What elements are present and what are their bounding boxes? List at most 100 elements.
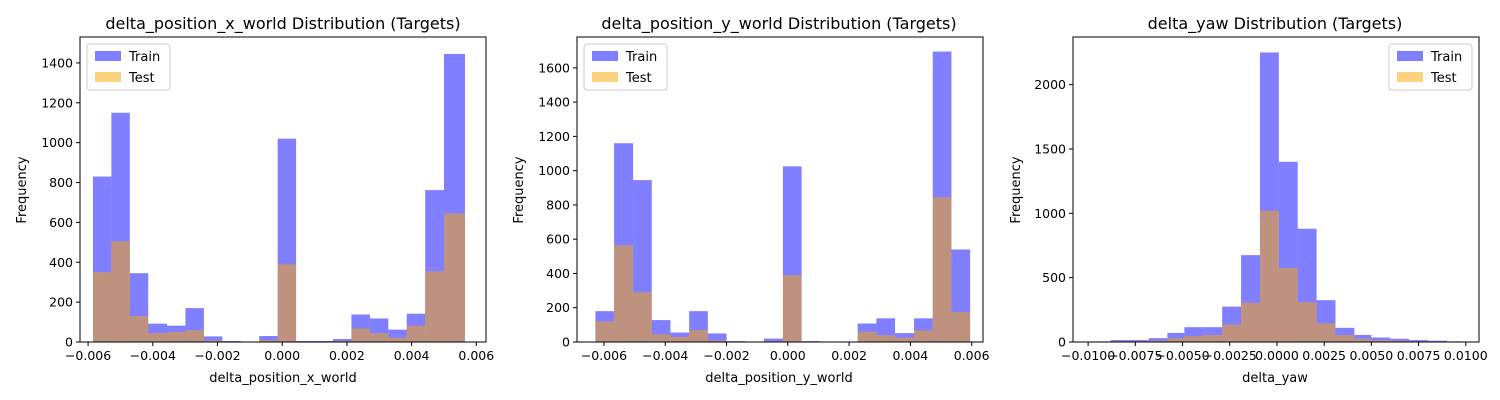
legend: Train Test <box>583 43 668 91</box>
histogram-bar-test <box>914 330 933 342</box>
y-tick-label: 1600 <box>538 60 570 75</box>
histogram-bar-test <box>689 330 708 342</box>
x-tick-label: −0.0025 <box>1203 348 1257 363</box>
x-tick-label: 0.0075 <box>1397 348 1441 363</box>
x-tick-label: −0.006 <box>581 348 627 363</box>
histogram-bar-test <box>203 340 223 342</box>
legend-swatch-test <box>95 72 121 82</box>
legend-swatch-train <box>592 51 618 61</box>
y-tick-label: 1000 <box>41 135 73 150</box>
legend-label-test: Test <box>625 71 652 86</box>
legend-swatch-train <box>1397 51 1423 61</box>
x-tick-label: 0.006 <box>458 348 494 363</box>
axes-frame <box>576 36 984 343</box>
x-tick-label: −0.0100 <box>1061 348 1115 363</box>
x-axis-label: delta_yaw <box>1242 371 1308 386</box>
histogram-bar-test <box>259 340 278 342</box>
histogram-bar-test <box>1390 340 1410 342</box>
legend-swatch-test <box>592 72 618 82</box>
histogram-bar-test <box>651 334 671 342</box>
x-tick-label: −0.004 <box>642 348 688 363</box>
y-tick-label: 1000 <box>1034 206 1066 221</box>
legend-swatch-test <box>1397 72 1423 82</box>
chart-panel-1: delta_position_x_world Distribution (Tar… <box>15 14 494 386</box>
legend: Train Test <box>1388 43 1473 91</box>
x-tick-label: −0.004 <box>130 348 176 363</box>
histogram-bar-test <box>369 333 389 342</box>
y-tick-label: 1500 <box>1034 141 1066 156</box>
histogram-bar-train <box>1409 340 1429 342</box>
x-tick-label: 0.0050 <box>1349 348 1393 363</box>
x-tick-label: −0.002 <box>194 348 240 363</box>
histogram-bar-test <box>895 337 915 342</box>
y-tick-label: 1000 <box>538 163 570 178</box>
histogram-bar-train <box>895 333 915 342</box>
chart-title: delta_position_x_world Distribution (Tar… <box>105 14 460 34</box>
histogram-bar-train <box>1129 340 1149 342</box>
y-tick-label: 200 <box>49 295 73 310</box>
histogram-bar-test <box>670 336 690 342</box>
histogram-bar-train <box>707 333 727 342</box>
legend-swatch-train <box>95 51 121 61</box>
histogram-bar-test <box>1335 334 1355 342</box>
x-tick-label: −0.006 <box>65 348 111 363</box>
histogram-bar-test <box>595 321 615 342</box>
chart-panel-3: delta_yaw Distribution (Targets) −0.0100… <box>1009 14 1488 386</box>
histogram-bar-test <box>185 330 204 342</box>
histogram-bar-test <box>857 331 877 342</box>
histogram-bar-test <box>876 335 896 342</box>
histogram-bar-test <box>1278 268 1298 342</box>
histogram-bar-test <box>1297 302 1317 342</box>
y-tick-label: 800 <box>546 197 570 212</box>
histogram-bar-test <box>932 197 952 342</box>
histogram-bar-train <box>1354 334 1372 342</box>
histogram-bar-test <box>1222 324 1242 342</box>
histogram-bar-test <box>351 328 370 342</box>
y-tick-label: 200 <box>546 300 570 315</box>
histogram-bar-train <box>1110 340 1130 342</box>
x-tick-label: 0.004 <box>892 348 928 363</box>
y-tick-label: 800 <box>49 175 73 190</box>
histogram-bar-train <box>1148 338 1168 342</box>
y-tick-label: 1200 <box>538 129 570 144</box>
histogram-bar-train <box>332 339 352 342</box>
histogram-bar-test <box>1371 340 1391 342</box>
x-tick-label: 0.000 <box>770 348 806 363</box>
histogram-bar-test <box>167 332 186 342</box>
axes-frame <box>79 36 487 343</box>
chart-title: delta_yaw Distribution (Targets) <box>1148 14 1403 34</box>
histogram-bar-train <box>1390 338 1410 342</box>
histogram-bar-test <box>1203 334 1223 342</box>
histogram-bar-test <box>129 316 149 342</box>
histogram-bar-test <box>1184 336 1204 342</box>
y-tick-label: 2000 <box>1034 77 1066 92</box>
histogram-bar-test <box>111 241 130 342</box>
legend-label-train: Train <box>1430 50 1462 65</box>
histogram-bar-train <box>1167 332 1185 342</box>
legend-label-train: Train <box>128 50 160 65</box>
y-tick-label: 600 <box>49 215 73 230</box>
legend-label-test: Test <box>128 71 155 86</box>
histogram-bar-test <box>1167 338 1185 342</box>
histogram-bar-test <box>782 275 802 342</box>
x-axis-ticks: −0.006 −0.004 −0.002 0.000 0.002 0.004 0.006 <box>581 342 990 363</box>
histogram-bar-test <box>707 340 727 342</box>
x-tick-label: −0.002 <box>703 348 749 363</box>
histogram-bar-train <box>1371 337 1391 342</box>
y-tick-label: 500 <box>1042 270 1066 285</box>
bars-group <box>92 53 465 342</box>
histogram-bar-test <box>277 264 297 342</box>
x-tick-label: −0.0050 <box>1155 348 1209 363</box>
histogram-bar-test <box>1259 210 1279 342</box>
y-axis-ticks: 0 200 400 600 800 1000 1200 1400 <box>41 55 80 350</box>
x-tick-label: 0.002 <box>329 348 365 363</box>
y-tick-label: 400 <box>546 266 570 281</box>
histogram-bar-test <box>633 292 652 342</box>
histogram-bar-test <box>443 213 465 342</box>
x-axis-ticks: −0.006 −0.004 −0.002 0.000 0.002 0.004 0.006 <box>65 342 494 363</box>
y-axis-ticks: 0 200 400 600 800 1000 1200 1400 1600 <box>538 60 577 350</box>
y-axis-label: Frequency <box>1009 156 1024 223</box>
x-axis-label: delta_position_y_world <box>705 371 852 386</box>
